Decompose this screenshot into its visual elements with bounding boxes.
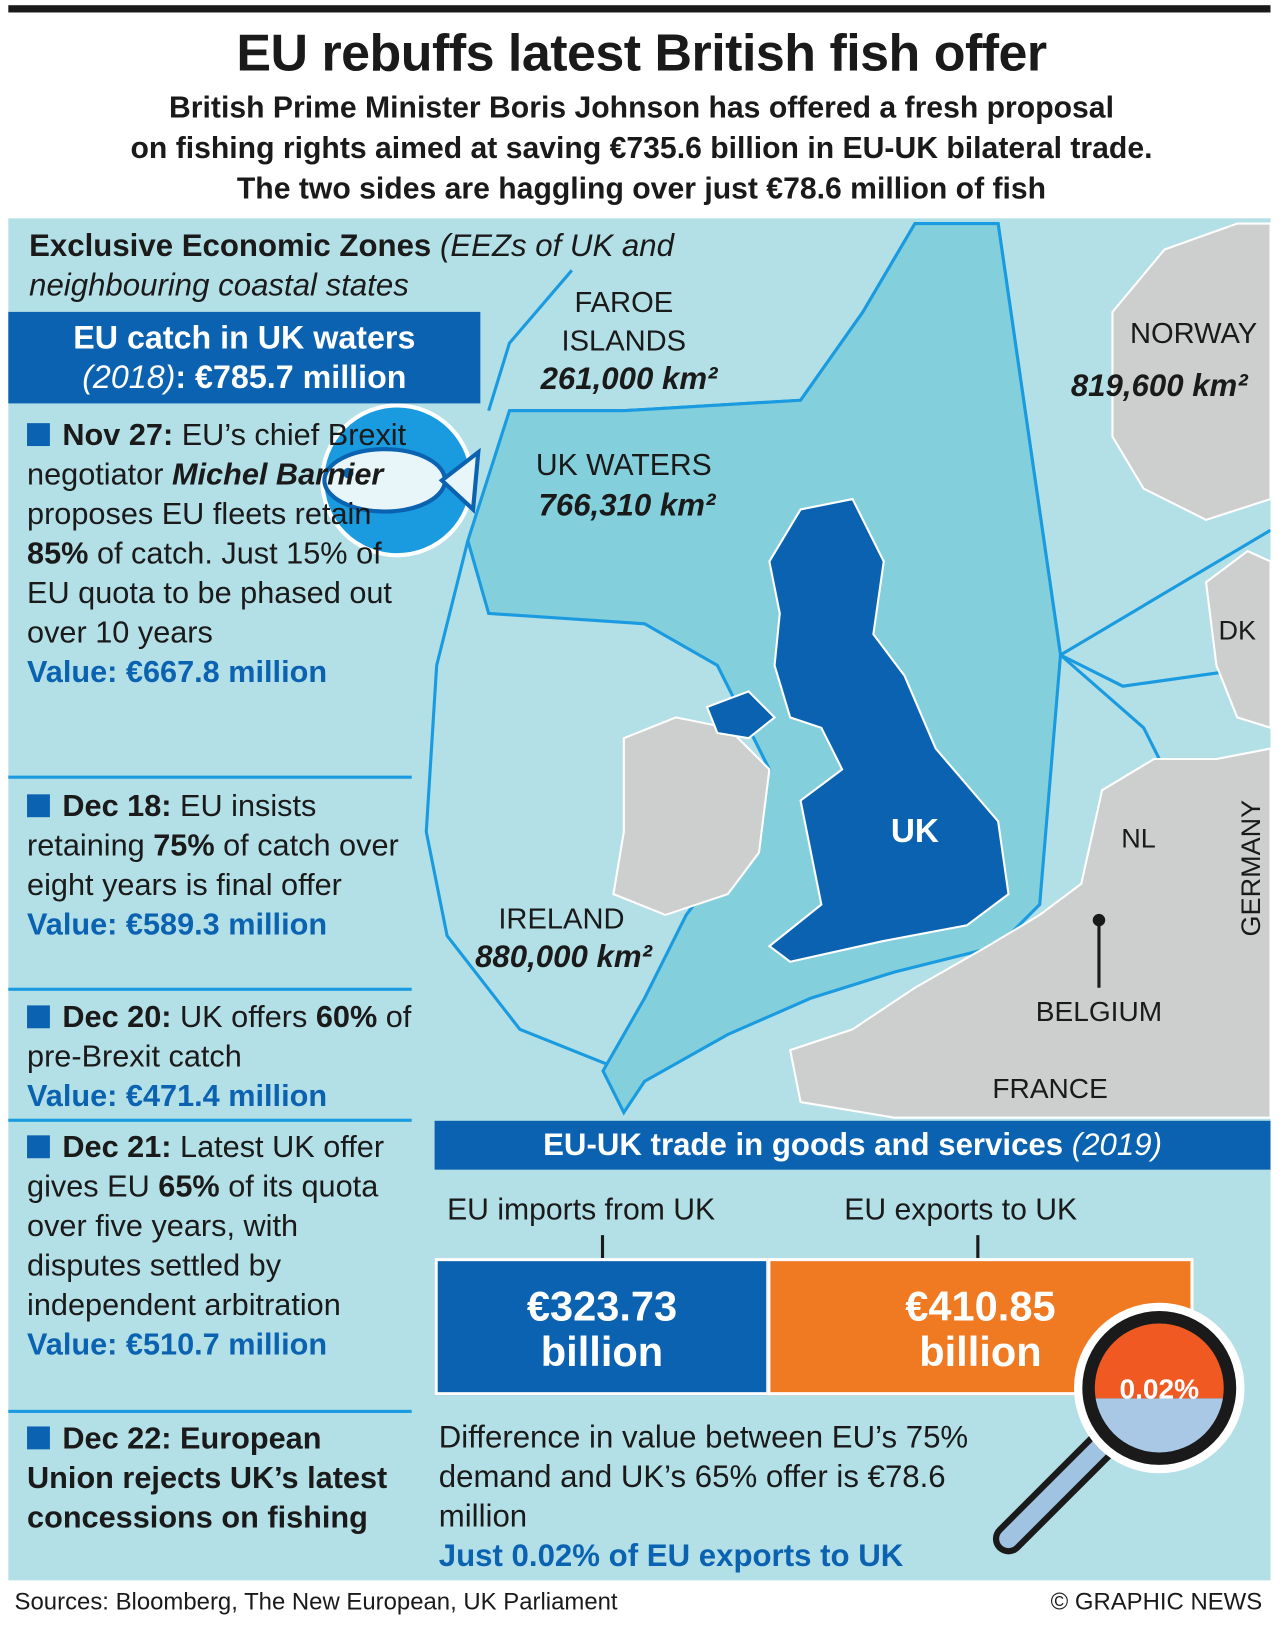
exports-label: EU exports to UK xyxy=(844,1193,1078,1227)
eu-catch-box: EU catch in UK waters (2018): €785.7 mil… xyxy=(8,311,481,404)
divider xyxy=(8,775,412,779)
faroe-boundary xyxy=(487,269,574,412)
subtitle-line: The two sides are haggling over just €78… xyxy=(236,172,1047,206)
imports-label: EU imports from UK xyxy=(447,1193,716,1227)
magnifier-value: 0.02% xyxy=(1119,1373,1199,1404)
norway-land xyxy=(1111,222,1271,521)
difference-text: Difference in value between EU’s 75% dem… xyxy=(439,1418,1021,1576)
timeline-value: Value: €471.4 million xyxy=(27,1079,328,1114)
timeline-item-nov27: Nov 27: EU’s chief Brexit negotiator Mic… xyxy=(8,416,411,693)
timeline-item-dec22: Dec 22: European Union rejects UK’s late… xyxy=(27,1421,388,1535)
timeline-value: Value: €589.3 million xyxy=(27,907,328,942)
eu-catch-title: EU catch in UK waters xyxy=(73,319,416,356)
denmark-land xyxy=(1204,549,1271,729)
eez-map: FAROE ISLANDS 261,000 km² NORWAY 819,600… xyxy=(320,221,1271,1119)
uk-label: UK xyxy=(891,813,939,850)
timeline-value: Value: €510.7 million xyxy=(27,1327,328,1363)
divider xyxy=(8,1118,412,1122)
credit: © GRAPHIC NEWS xyxy=(1050,1587,1263,1615)
magnifier-icon: 0.02% xyxy=(992,1302,1245,1555)
page-title: EU rebuffs latest British fish offer xyxy=(236,23,1047,83)
dk-label: DK xyxy=(1218,615,1256,645)
subtitle-line: on fishing rights aimed at saving €735.6… xyxy=(130,132,1153,166)
ireland-label: IRELAND xyxy=(498,903,624,935)
great-britain-land xyxy=(767,497,1010,963)
ireland-area: 880,000 km² xyxy=(475,939,653,974)
divider xyxy=(8,987,412,991)
timeline-value: Value: €667.8 million xyxy=(27,655,328,690)
eu-catch-value: : €785.7 million xyxy=(175,358,407,396)
difference-highlight: Just 0.02% of EU exports to UK xyxy=(438,1538,904,1574)
timeline-item-dec21: Dec 21: Latest UK offer gives EU 65% of … xyxy=(8,1128,411,1365)
eu-catch-year: (2018) xyxy=(82,358,176,396)
divider xyxy=(8,1409,412,1413)
timeline-item-dec20: Dec 20: UK offers 60% of pre-Brexit catc… xyxy=(8,998,411,1117)
uk-waters-label: UK WATERS xyxy=(536,449,712,482)
norway-label: NORWAY xyxy=(1130,318,1257,350)
belgium-label: BELGIUM xyxy=(1036,996,1162,1027)
imports-bar: €323.73 billion xyxy=(434,1258,770,1396)
timeline-item-dec18: Dec 18: EU insists retaining 75% of catc… xyxy=(8,787,411,945)
faroe-label: ISLANDS xyxy=(562,325,687,357)
nl-label: NL xyxy=(1121,823,1156,853)
france-label: FRANCE xyxy=(992,1073,1107,1104)
uk-waters-area: 766,310 km² xyxy=(539,488,717,523)
northern-ireland-land xyxy=(705,690,777,740)
norway-area: 819,600 km² xyxy=(1071,368,1249,403)
sources: Sources: Bloomberg, The New European, UK… xyxy=(14,1587,618,1615)
continent-land xyxy=(788,747,1271,1119)
subtitle-line: British Prime Minister Boris Johnson has… xyxy=(169,91,1114,125)
fish-icon xyxy=(320,403,481,558)
top-rule xyxy=(8,5,1271,13)
germany-label: GERMANY xyxy=(1236,800,1266,937)
ireland-land xyxy=(612,716,771,917)
trade-header: EU-UK trade in goods and services (2019) xyxy=(434,1120,1271,1170)
footer: Sources: Bloomberg, The New European, UK… xyxy=(8,1580,1270,1626)
eez-heading: Exclusive Economic Zones (EEZs of UK and… xyxy=(29,228,674,303)
faroe-label: FAROE xyxy=(574,287,673,319)
faroe-area: 261,000 km² xyxy=(540,361,719,396)
